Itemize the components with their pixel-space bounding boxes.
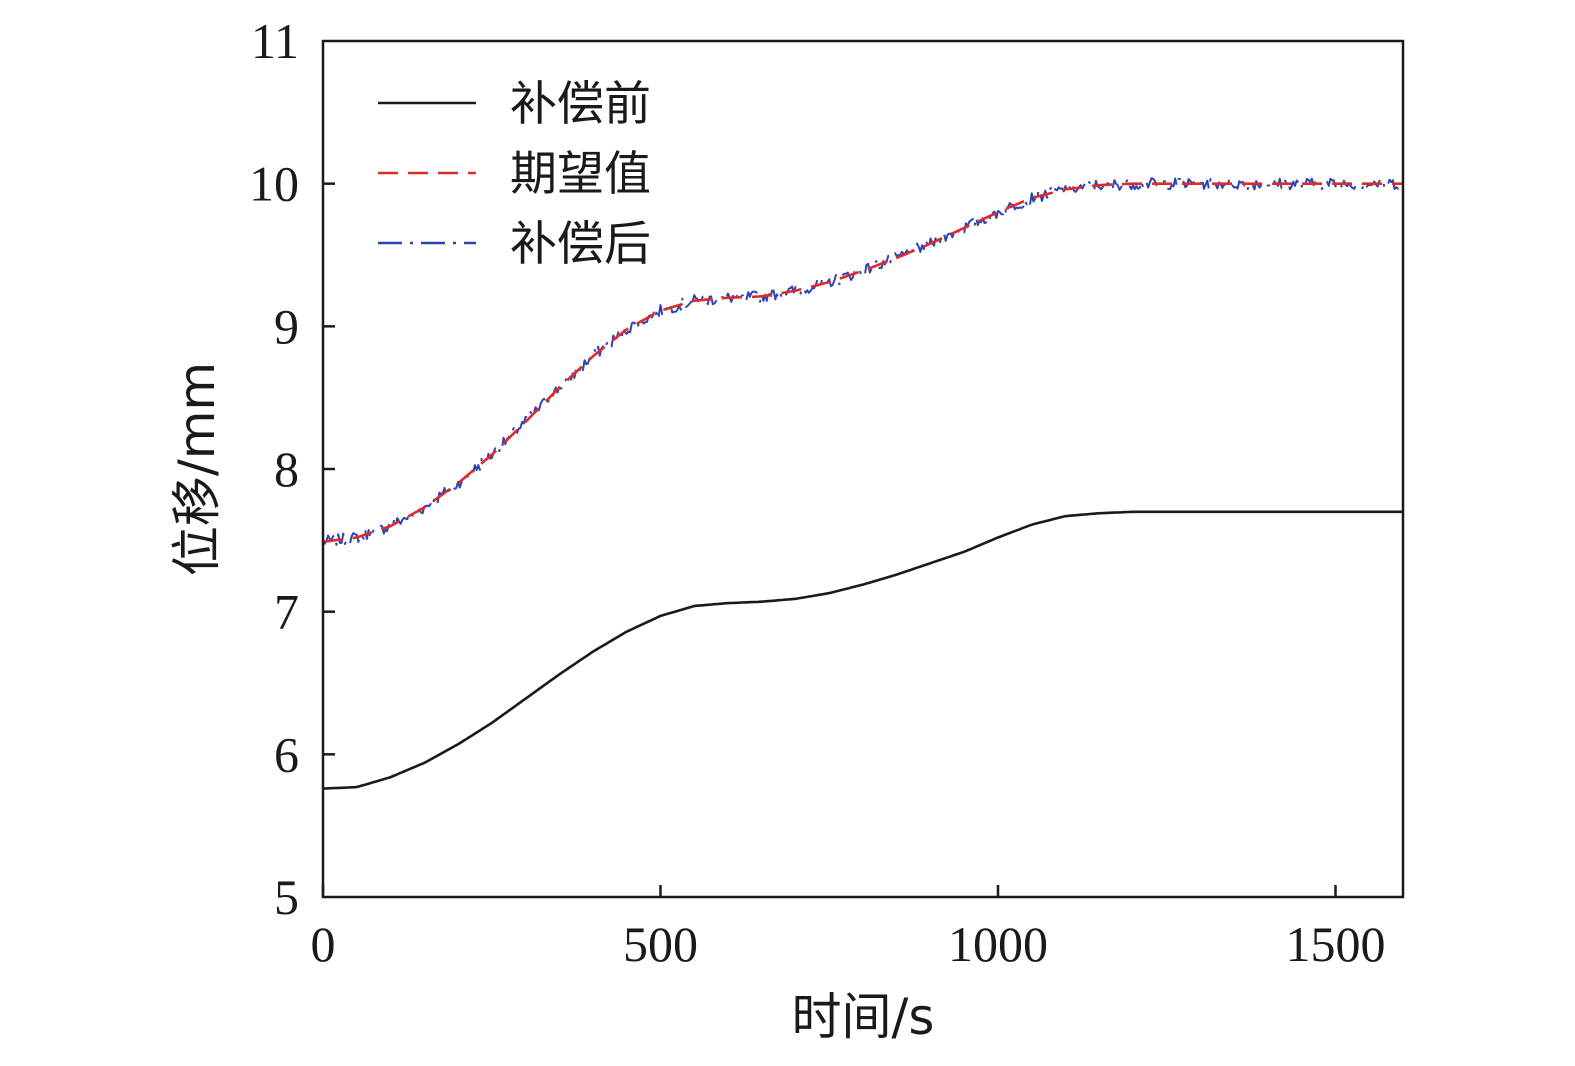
x-axis-title: 时间/s [792, 988, 935, 1046]
y-tick-label: 10 [249, 156, 299, 212]
y-tick-label: 6 [274, 726, 299, 782]
x-tick-label: 0 [311, 916, 336, 972]
y-axis-title: 位移/mm [168, 362, 226, 576]
series-line-3 [322, 177, 1404, 546]
x-tick-label: 1000 [948, 916, 1048, 972]
x-tick-label: 1500 [1286, 916, 1386, 972]
series-line-2 [322, 182, 1403, 544]
series-layer [322, 177, 1404, 790]
legend-label: 期望值 [510, 147, 651, 202]
legend-label: 补偿后 [510, 217, 651, 272]
y-tick-label: 11 [251, 13, 299, 69]
y-tick-label: 9 [274, 298, 299, 354]
legend-label: 补偿前 [510, 77, 651, 132]
plot-area-frame [321, 39, 1405, 899]
y-tick-label: 5 [274, 869, 299, 925]
x-tick-label: 500 [623, 916, 698, 972]
series-line-1 [322, 510, 1403, 790]
axis-ticks: 0 500 1000 1500 5 6 7 8 9 10 11 [249, 13, 1386, 972]
y-tick-label: 8 [274, 441, 299, 497]
y-tick-label: 7 [274, 584, 299, 640]
